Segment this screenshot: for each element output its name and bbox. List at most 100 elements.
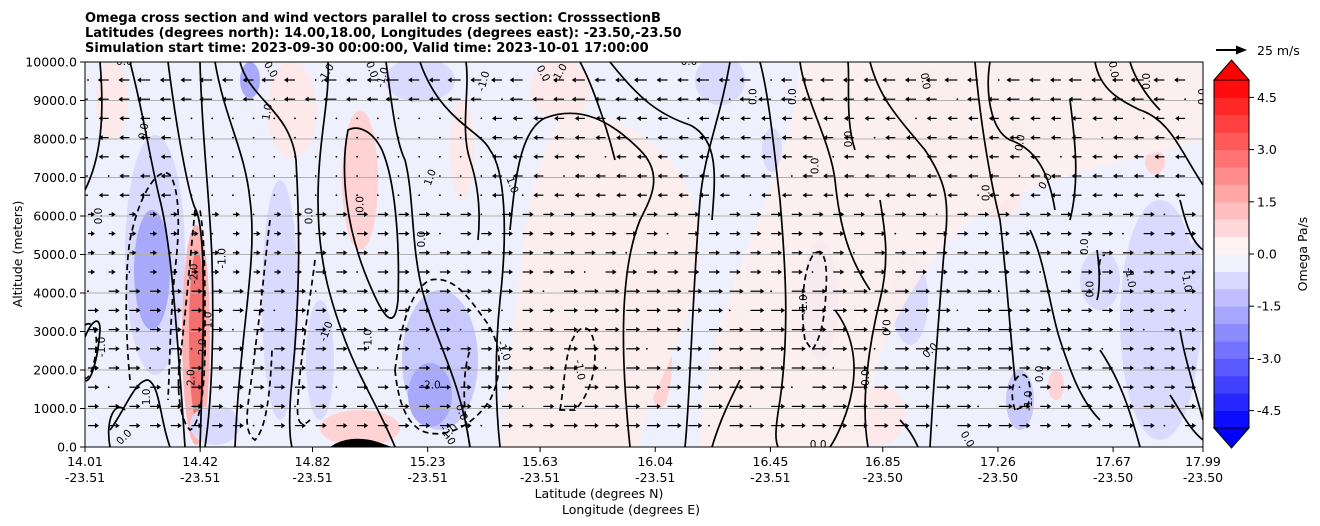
wind-vector xyxy=(719,135,730,141)
wind-vector xyxy=(274,365,286,371)
colorbar-segment xyxy=(1214,236,1249,255)
wind-vector xyxy=(150,423,162,429)
wind-vector xyxy=(1113,115,1123,121)
wind-vector xyxy=(699,154,709,160)
wind-vector xyxy=(1040,346,1052,352)
wind-vector xyxy=(377,423,389,429)
wind-vector xyxy=(605,288,620,294)
wind-vector xyxy=(522,250,534,256)
wind-vector xyxy=(521,405,524,408)
wind-vector xyxy=(315,423,327,429)
wind-vector xyxy=(574,192,585,198)
wind-vector xyxy=(315,307,327,313)
wind-vector xyxy=(376,194,379,197)
wind-vector xyxy=(626,269,638,275)
wind-vector xyxy=(666,232,669,235)
wind-vector xyxy=(418,347,421,350)
wind-vector xyxy=(1060,423,1072,429)
wind-vector xyxy=(998,307,1013,313)
contour-line xyxy=(167,62,205,447)
wind-vector xyxy=(522,231,534,237)
wind-vector xyxy=(626,365,641,371)
wind-vector xyxy=(957,269,969,275)
wind-vector xyxy=(502,250,513,256)
contour-label: 0.0 xyxy=(981,185,993,202)
wind-vector xyxy=(1040,423,1052,429)
wind-vector xyxy=(1143,250,1155,256)
wind-vector xyxy=(1009,135,1020,141)
wind-vector xyxy=(1163,424,1166,427)
wind-vector xyxy=(916,211,927,217)
wind-vector xyxy=(563,175,565,177)
wind-vector xyxy=(284,77,295,83)
wind-vector xyxy=(398,269,410,275)
contour-label: 0.0 xyxy=(958,429,977,449)
contour-label: 2.0 xyxy=(197,339,209,356)
wind-vector xyxy=(1060,367,1062,369)
wind-vector xyxy=(564,250,576,256)
contour-line-negative xyxy=(1098,254,1106,276)
wind-vector xyxy=(169,251,172,254)
wind-vector xyxy=(790,175,793,177)
wind-vector xyxy=(1123,211,1134,217)
wind-vector xyxy=(274,346,286,352)
wind-vector xyxy=(595,192,606,198)
wind-vector xyxy=(1102,365,1114,371)
wind-vector xyxy=(696,77,709,83)
wind-vector xyxy=(957,288,972,294)
colorbar-segment xyxy=(1214,288,1249,307)
wind-vector xyxy=(812,307,827,313)
wind-vector xyxy=(398,365,410,371)
contour-label: -1.0 xyxy=(96,337,108,358)
wind-vector xyxy=(253,327,265,333)
wind-vector xyxy=(480,213,483,216)
wind-vector xyxy=(377,346,389,352)
wind-vector xyxy=(481,384,493,390)
wind-vector xyxy=(1030,135,1041,141)
wind-vector xyxy=(294,175,296,177)
wind-vector xyxy=(170,423,182,429)
wind-vector xyxy=(1019,307,1031,313)
wind-vector xyxy=(968,173,979,179)
wind-vector xyxy=(863,77,875,83)
wind-vector xyxy=(604,367,607,369)
wind-vector xyxy=(1164,365,1176,371)
wind-vector xyxy=(749,194,752,197)
contour-label: 0.0 xyxy=(1106,60,1121,79)
wind-vector xyxy=(304,96,316,102)
wind-vector xyxy=(895,307,910,313)
wind-vector xyxy=(957,384,972,390)
wind-vector xyxy=(294,155,296,158)
wind-vector xyxy=(853,327,868,333)
contour-label: 0.0 xyxy=(1079,238,1091,255)
wind-vector xyxy=(335,194,338,197)
wind-vector xyxy=(895,423,910,429)
wind-vector xyxy=(336,403,348,409)
wind-vector xyxy=(88,211,95,217)
contour-label: 0.0 xyxy=(116,56,133,68)
wind-vector xyxy=(740,154,751,160)
contour-label: 0.0 xyxy=(1197,88,1209,105)
y-tick-label: 10000.0 xyxy=(25,55,77,70)
wind-vector xyxy=(771,346,786,352)
wind-vector xyxy=(633,96,647,102)
wind-vector xyxy=(129,403,141,409)
wind-vector xyxy=(108,307,120,313)
contour-label: 0.0 xyxy=(1034,365,1046,382)
wind-vector xyxy=(108,403,120,409)
wind-vector xyxy=(1019,365,1031,371)
y-tick-label: 7000.0 xyxy=(33,170,77,185)
wind-vector xyxy=(696,96,709,102)
wind-vector xyxy=(481,250,493,256)
wind-vector xyxy=(1040,211,1052,217)
wind-vector xyxy=(771,327,786,333)
wind-vector xyxy=(873,136,876,139)
y-tick-label: 5000.0 xyxy=(33,247,77,262)
wind-vector xyxy=(998,384,1013,390)
wind-vector xyxy=(419,423,431,429)
x-tick-label-lon: -23.51 xyxy=(180,470,220,485)
wind-vector xyxy=(460,384,472,390)
wind-vector xyxy=(1030,154,1041,160)
wind-vector xyxy=(791,269,803,275)
wind-vector xyxy=(108,346,120,352)
